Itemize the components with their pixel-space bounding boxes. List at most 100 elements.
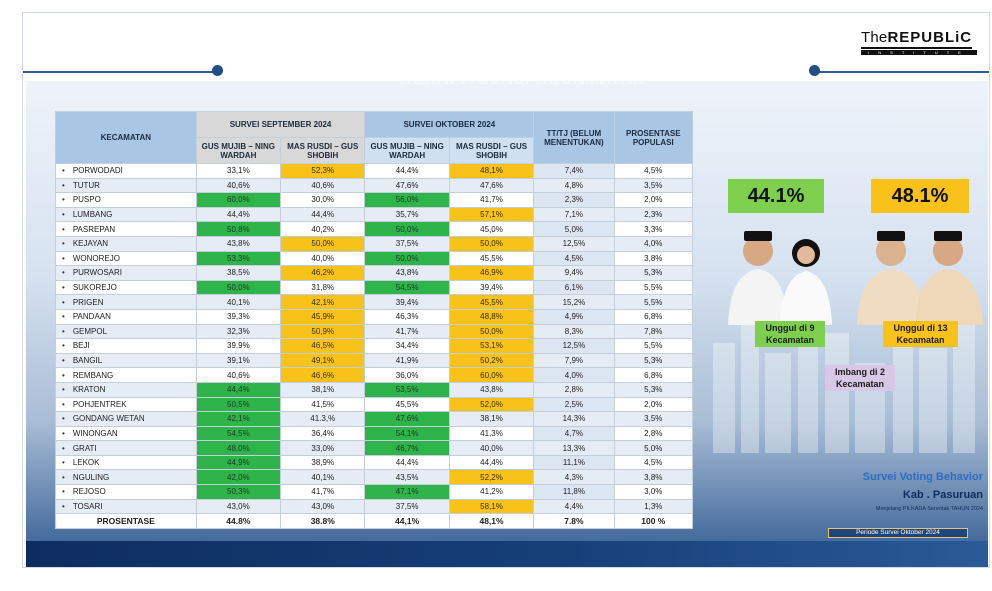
sept-c1-cell: 40,6%	[195, 177, 282, 194]
pop-cell: 5,3%	[613, 265, 694, 281]
sept-c2-cell: 46,2%	[280, 265, 366, 281]
pop-cell: 2,0%	[613, 192, 694, 208]
header-tt: TT/TJ (BELUM MENENTUKAN)	[533, 111, 615, 164]
sept-c1-cell: 40,1%	[195, 294, 282, 310]
kecamatan-cell: LEKOK	[55, 454, 197, 471]
sept-c1-cell: 42,0%	[195, 469, 282, 486]
sept-c1-cell: 39,3%	[195, 308, 282, 325]
okt-c1-cell: 43,5%	[364, 469, 450, 486]
header-sept-c1: GUS MUJIB – NING WARDAH	[195, 137, 282, 164]
sept-c1-cell: 53,3%	[195, 250, 282, 267]
okt-c1-cell: 50,0%	[364, 221, 450, 237]
kecamatan-cell: KRATON	[55, 381, 197, 398]
pop-cell: 5,3%	[613, 381, 694, 398]
sept-c2-cell: 44,4%	[280, 206, 366, 223]
sept-c2-cell: 40,0%	[280, 250, 366, 267]
sept-c2-cell: 33,0%	[280, 440, 366, 456]
header-kecamatan: KECAMATAN	[55, 111, 197, 164]
pop-cell: 5,5%	[613, 279, 694, 296]
okt-c2-cell: 50,0%	[448, 235, 535, 252]
okt-c1-cell: 41,7%	[364, 323, 450, 340]
sept-c2-cell: 31,8%	[280, 279, 366, 296]
total-okt-c2: 48,1%	[448, 513, 535, 529]
bottom-band	[26, 541, 988, 567]
kecamatan-cell: GEMPOL	[55, 323, 197, 340]
okt-c2-cell: 52,2%	[448, 469, 535, 486]
sept-c1-cell: 43,0%	[195, 498, 282, 515]
sept-c1-cell: 39,9%	[195, 338, 282, 354]
sept-c2-cell: 42,1%	[280, 294, 366, 310]
candidate-photo-left	[728, 231, 832, 325]
kecamatan-cell: BANGIL	[55, 352, 197, 369]
pop-cell: 3,0%	[613, 484, 694, 500]
okt-c1-cell: 46,7%	[364, 440, 450, 456]
right-win-label: Unggul di 13 Kecamatan	[883, 321, 958, 347]
tt-cell: 2,5%	[533, 396, 615, 413]
total-okt-c1: 44,1%	[364, 513, 450, 529]
pop-cell: 4,5%	[613, 163, 694, 179]
left-win-label: Unggul di 9 Kecamatan	[755, 321, 825, 347]
tt-cell: 9,4%	[533, 265, 615, 281]
okt-c2-cell: 41,2%	[448, 484, 535, 500]
footer-text: Survei Voting Behavior Kab . Pasuruan Me…	[833, 471, 983, 512]
kecamatan-cell: PUSPO	[55, 192, 197, 208]
total-sept-c2: 38.8%	[280, 513, 366, 529]
sept-c1-cell: 44,4%	[195, 381, 282, 398]
sept-c1-cell: 38,5%	[195, 265, 282, 281]
okt-c1-cell: 47,6%	[364, 411, 450, 427]
okt-c2-cell: 50,0%	[448, 323, 535, 340]
pop-cell: 3,3%	[613, 221, 694, 237]
tt-cell: 2,8%	[533, 381, 615, 398]
header-okt-c2: MAS RUSDI – GUS SHOBIH	[448, 137, 535, 164]
pop-cell: 1,3%	[613, 498, 694, 515]
tt-cell: 7,4%	[533, 163, 615, 179]
kecamatan-cell: PRIGEN	[55, 294, 197, 310]
okt-c2-cell: 53,1%	[448, 338, 535, 354]
tt-cell: 8,3%	[533, 323, 615, 340]
top-rule-right	[818, 71, 989, 73]
table-body: PORWODADI33,1%52,3%44,4%48,1%7,4%4,5%TUT…	[55, 163, 694, 515]
pop-cell: 6,8%	[613, 367, 694, 383]
sept-c1-cell: 43,8%	[195, 235, 282, 252]
footer-line-3: Menjelang PILKADA Serentak TAHUN 2024	[875, 506, 983, 512]
pop-cell: 4,5%	[613, 454, 694, 471]
okt-c2-cell: 47,6%	[448, 177, 535, 194]
tt-cell: 11,1%	[533, 454, 615, 471]
kecamatan-cell: BEJI	[55, 338, 197, 354]
kecamatan-cell: PASREPAN	[55, 221, 197, 237]
total-sept-c1: 44.8%	[195, 513, 282, 529]
pop-cell: 6,8%	[613, 308, 694, 325]
sept-c1-cell: 50,3%	[195, 484, 282, 500]
sept-c2-cell: 46,6%	[280, 367, 366, 383]
okt-c1-cell: 47,6%	[364, 177, 450, 194]
faded-section-title: REKAPITULASI KECAMATAN	[400, 71, 646, 88]
sept-c1-cell: 39,1%	[195, 352, 282, 369]
okt-c1-cell: 47,1%	[364, 484, 450, 500]
kecamatan-cell: LUMBANG	[55, 206, 197, 223]
pop-cell: 5,5%	[613, 294, 694, 310]
kecamatan-cell: NGULING	[55, 469, 197, 486]
periode-badge: Periode Survei Oktober 2024	[828, 528, 968, 538]
header-okt: SURVEI OKTOBER 2024	[364, 111, 535, 138]
okt-c2-cell: 41,3%	[448, 425, 535, 442]
sept-c2-cell: 38,1%	[280, 381, 366, 398]
tt-cell: 2,3%	[533, 192, 615, 208]
okt-c2-cell: 45,0%	[448, 221, 535, 237]
pop-cell: 2,3%	[613, 206, 694, 223]
total-label: PROSENTASE	[55, 513, 197, 529]
kecamatan-cell: REMBANG	[55, 367, 197, 383]
top-rule-left	[23, 71, 218, 73]
kecamatan-cell: GRATI	[55, 440, 197, 456]
okt-c2-cell: 46,9%	[448, 265, 535, 281]
okt-c1-cell: 54,5%	[364, 279, 450, 296]
sept-c2-cell: 41,7%	[280, 484, 366, 500]
